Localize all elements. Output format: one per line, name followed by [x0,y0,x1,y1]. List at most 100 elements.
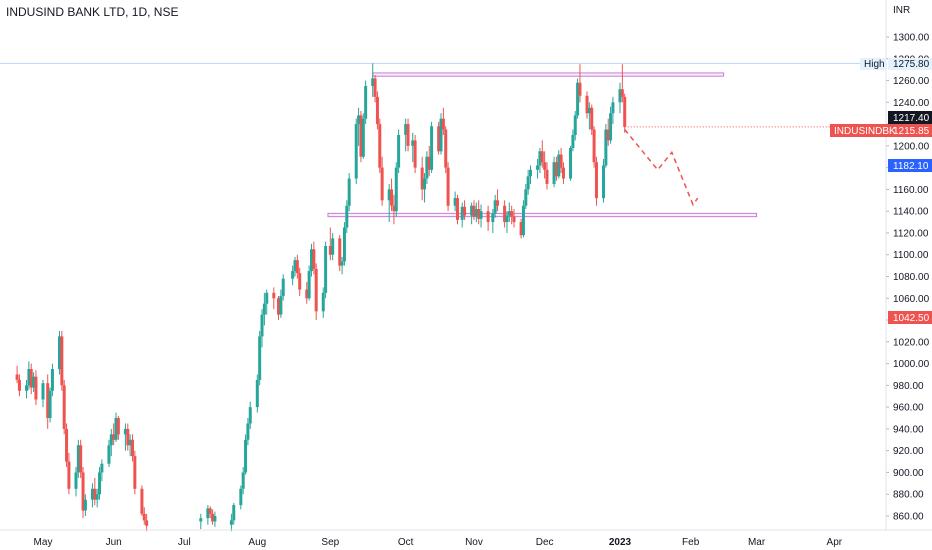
y-tick-label: 940.00 [893,424,924,435]
candle-body [241,472,245,489]
candle-body [538,151,542,166]
candle-body [510,211,514,217]
candle-body [423,178,427,190]
y-tick-label: 1060.00 [893,294,930,305]
y-tick-label: 1200.00 [893,141,930,152]
candle-body [291,271,295,279]
candle-body [133,456,137,489]
candle-body [312,249,316,269]
candle-body [340,261,344,266]
candle-body [439,118,443,152]
candle-body [126,428,130,446]
candle-body [592,129,596,163]
candle-body [145,520,149,526]
candle-body [413,140,417,168]
candle-body [248,407,252,424]
candle-body [545,169,549,184]
candle-body [357,115,361,125]
x-tick-label: Feb [682,537,700,548]
candle-body [375,96,379,125]
low-price-bg [888,311,932,324]
candle-body [277,298,281,315]
candle-body [293,260,297,272]
candle-body [29,369,33,388]
low-price-label: 1042.50 [893,313,930,324]
candle-body [100,463,104,473]
candle-body [359,115,363,157]
y-tick-label: 1260.00 [893,76,930,87]
candle-body [347,178,351,206]
candle-body [74,472,78,489]
candle-body [390,189,394,206]
candle-body [496,200,500,206]
candle-body [32,376,36,388]
last-price-bg [888,111,932,124]
candle-body [437,126,441,152]
candle-body [397,134,401,168]
candle-body [455,198,459,220]
candle-body [371,78,375,86]
y-tick-label: 1020.00 [893,337,930,348]
candle-body [620,89,624,97]
candle-body [211,513,215,522]
candle-body [543,162,547,170]
candle-body [83,499,87,511]
x-tick-label: Jul [178,537,191,548]
y-tick-label: 1080.00 [893,272,930,283]
candle-body [406,124,410,146]
candle-body [623,96,627,127]
candle-body [298,273,302,290]
candle-body [378,124,382,168]
candle-body [246,423,250,440]
high-label-bg [860,58,886,70]
candle-body [107,445,111,464]
y-tick-label: 880.00 [893,490,924,501]
candle-body [425,156,429,179]
candle-body [519,222,523,236]
candle-body [262,303,266,315]
y-tick-label: 920.00 [893,446,924,457]
candle-body [338,238,342,266]
candle-body [569,148,573,179]
high-value-bg [888,58,932,70]
candle-body [594,162,598,199]
candle-body [142,513,146,521]
candle-body [206,508,210,519]
candle-body [441,118,445,130]
candles-layer [15,63,627,532]
candle-body [272,292,276,299]
candle-body [128,439,132,446]
candle-body [540,151,544,163]
candle-body [453,198,457,206]
candle-body [76,445,80,473]
x-tick-label: 2023 [609,537,632,548]
candle-body [81,472,85,511]
symbol-tag-value: 1215.85 [893,126,930,137]
y-tick-label: 1240.00 [893,98,930,109]
candle-body [557,154,561,177]
candle-body [345,205,349,228]
candle-body [463,206,467,216]
candle-body [90,488,94,500]
y-tick-label: 1160.00 [893,185,929,196]
x-tick-label: Dec [536,537,554,548]
candle-body [611,102,615,114]
zones-layer [327,72,758,218]
chart-title: INDUSIND BANK LTD, 1D, NSE [6,5,179,19]
candle-body [116,418,120,435]
candle-body [328,246,332,255]
x-tick-label: Sep [321,537,339,548]
candle-body [25,385,29,391]
candle-body [587,107,591,114]
candle-body [354,124,358,179]
candle-body [430,126,434,170]
candle-body [95,494,99,500]
y-tick-label: 1000.00 [893,359,930,370]
candle-body [255,379,259,408]
candle-body [244,439,248,473]
candle-body [387,189,391,201]
y-tick-label: 1120.00 [893,228,929,239]
x-tick-label: Apr [827,537,843,548]
candle-body [324,246,328,293]
